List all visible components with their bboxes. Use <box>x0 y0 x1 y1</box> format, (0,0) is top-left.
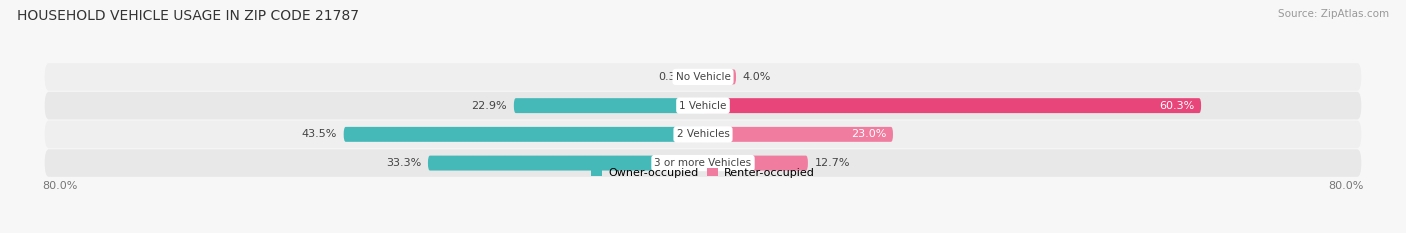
FancyBboxPatch shape <box>427 156 703 171</box>
FancyBboxPatch shape <box>703 69 737 84</box>
FancyBboxPatch shape <box>45 120 1361 148</box>
FancyBboxPatch shape <box>513 98 703 113</box>
FancyBboxPatch shape <box>45 92 1361 120</box>
FancyBboxPatch shape <box>703 156 808 171</box>
Text: 43.5%: 43.5% <box>302 129 337 139</box>
FancyBboxPatch shape <box>703 127 893 142</box>
Text: 3 or more Vehicles: 3 or more Vehicles <box>654 158 752 168</box>
Text: 33.3%: 33.3% <box>387 158 422 168</box>
Text: 4.0%: 4.0% <box>742 72 770 82</box>
FancyBboxPatch shape <box>703 98 1201 113</box>
Legend: Owner-occupied, Renter-occupied: Owner-occupied, Renter-occupied <box>586 163 820 182</box>
Text: 1 Vehicle: 1 Vehicle <box>679 101 727 111</box>
Text: HOUSEHOLD VEHICLE USAGE IN ZIP CODE 21787: HOUSEHOLD VEHICLE USAGE IN ZIP CODE 2178… <box>17 9 359 23</box>
Text: No Vehicle: No Vehicle <box>675 72 731 82</box>
Text: 12.7%: 12.7% <box>814 158 851 168</box>
Text: 80.0%: 80.0% <box>1329 181 1364 191</box>
Text: Source: ZipAtlas.com: Source: ZipAtlas.com <box>1278 9 1389 19</box>
FancyBboxPatch shape <box>343 127 703 142</box>
Text: 23.0%: 23.0% <box>851 129 886 139</box>
Text: 2 Vehicles: 2 Vehicles <box>676 129 730 139</box>
Text: 60.3%: 60.3% <box>1159 101 1195 111</box>
FancyBboxPatch shape <box>45 149 1361 177</box>
Text: 80.0%: 80.0% <box>42 181 77 191</box>
FancyBboxPatch shape <box>700 69 703 84</box>
Text: 22.9%: 22.9% <box>471 101 508 111</box>
FancyBboxPatch shape <box>45 63 1361 91</box>
Text: 0.32%: 0.32% <box>658 72 693 82</box>
